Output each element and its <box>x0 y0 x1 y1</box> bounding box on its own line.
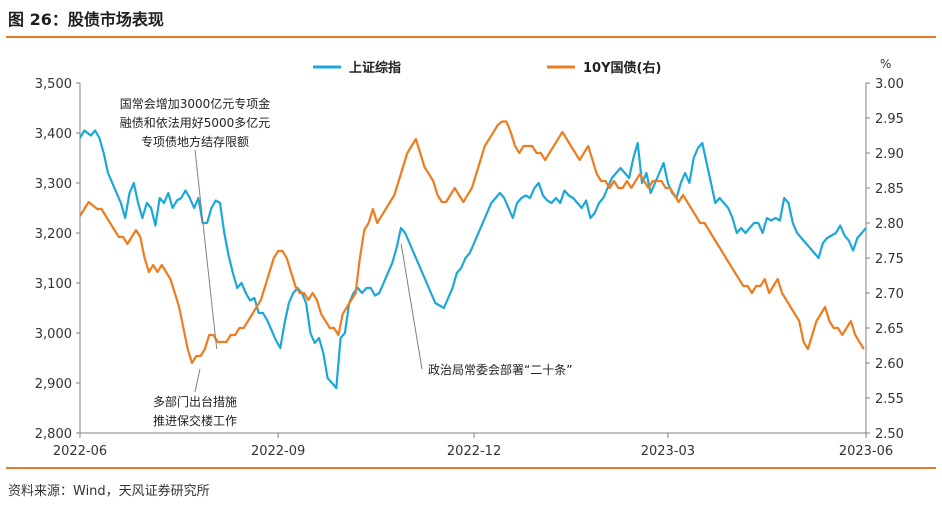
left-tick-label: 3,000 <box>35 327 72 342</box>
right-tick-label: 2.60 <box>875 357 904 372</box>
x-tick-label: 2022-12 <box>447 444 501 459</box>
right-tick-label: 2.75 <box>875 252 904 267</box>
right-tick-label: 2.80 <box>875 217 904 232</box>
left-tick-label: 3,400 <box>35 127 72 142</box>
bond-yield-line <box>79 120 865 365</box>
chart-annotations: 国常会增加3000亿元专项金融债和依法用好5000多亿元专项债地方结存限额多部门… <box>120 96 573 428</box>
figure-title: 图 26：股债市场表现 <box>8 10 164 29</box>
left-tick-label: 3,500 <box>35 77 72 92</box>
right-tick-label: 2.90 <box>875 147 904 162</box>
annotation-text: 国常会增加3000亿元专项金 <box>120 96 271 111</box>
right-axis-unit: % <box>880 57 891 71</box>
chart: 2,800 2,900 3,000 3,100 3,200 3,300 3,400 3,500… <box>35 57 904 459</box>
annotation-leader <box>194 149 218 350</box>
annotation-text: 融债和依法用好5000多亿元 <box>120 115 271 130</box>
right-tick-label: 2.85 <box>875 182 904 197</box>
right-tick-label: 2.55 <box>875 392 904 407</box>
left-tick-label: 2,900 <box>35 377 72 392</box>
annotation-text: 多部门出台措施 <box>153 394 237 409</box>
right-tick-label: 2.65 <box>875 322 904 337</box>
annotation-text: 政治局常委会部署“二十条” <box>428 362 572 377</box>
chart-axes: 2,800 2,900 3,000 3,100 3,200 3,300 3,400 3,500… <box>35 57 904 459</box>
legend-label: 10Y国债(右) <box>583 60 661 76</box>
source-note: 资料来源：Wind，天风证券研究所 <box>8 484 210 499</box>
annotation-text: 推进保交楼工作 <box>153 413 237 428</box>
right-tick-label: 3.00 <box>875 77 904 92</box>
right-tick-label: 2.50 <box>875 427 904 442</box>
right-tick-label: 2.70 <box>875 287 904 302</box>
left-tick-label: 3,300 <box>35 177 72 192</box>
footer-rule <box>6 467 936 469</box>
chart-legend: 上证综指 10Y国债(右) <box>313 60 661 76</box>
left-tick-label: 2,800 <box>35 427 72 442</box>
sse-index-line <box>79 129 867 390</box>
annotation-leader <box>400 243 423 370</box>
chart-series <box>79 120 867 390</box>
x-tick-label: 2022-09 <box>251 444 305 459</box>
x-tick-label: 2023-06 <box>839 444 893 459</box>
left-tick-label: 3,200 <box>35 227 72 242</box>
legend-label: 上证综指 <box>349 60 401 76</box>
left-tick-label: 3,100 <box>35 277 72 292</box>
right-tick-label: 2.95 <box>875 112 904 127</box>
x-tick-label: 2022-06 <box>53 444 107 459</box>
title-rule <box>6 36 936 38</box>
x-tick-label: 2023-03 <box>641 444 695 459</box>
annotation-text: 专项债地方结存限额 <box>141 134 249 149</box>
annotation-leader <box>194 368 201 393</box>
